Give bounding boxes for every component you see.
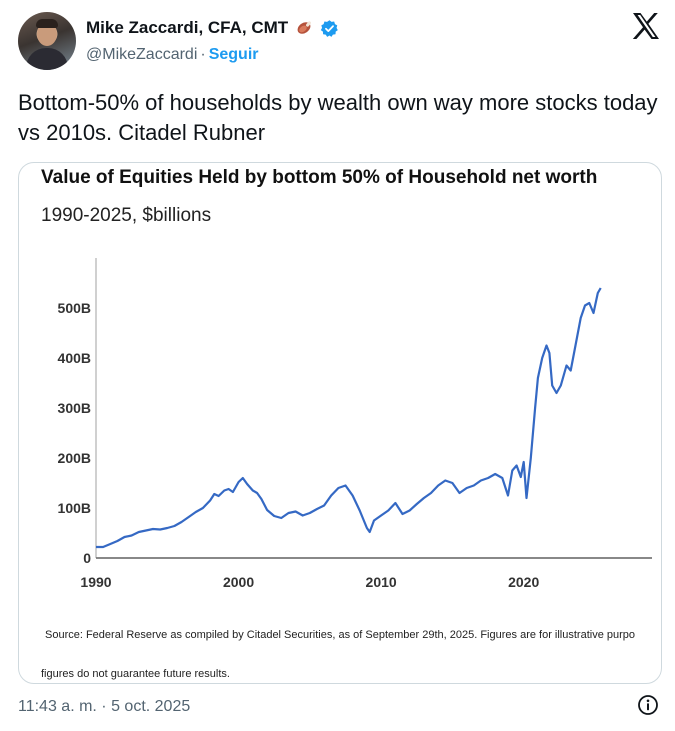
handle-row: @MikeZaccardi · Seguir [86,46,259,64]
meat-emoji-icon [297,21,312,34]
x-tick-label: 2020 [508,574,539,590]
author-handle[interactable]: @MikeZaccardi [86,46,198,63]
x-tick-label: 2010 [366,574,397,590]
chart-subtitle: 1990-2025, $billions [41,205,212,226]
tweet-header: Mike Zaccardi, CFA, CMT @MikeZaccardi · Se… [18,12,663,72]
verified-badge-icon[interactable] [320,19,339,38]
y-tick-label: 100B [58,500,91,516]
author-name-row: Mike Zaccardi, CFA, CMT [86,18,339,38]
x-tick-label: 1990 [80,574,111,590]
y-tick-label: 0 [83,550,91,566]
y-tick-label: 400B [58,350,91,366]
y-tick-label: 500B [58,300,91,316]
y-tick-label: 200B [58,450,91,466]
tweet-text: Bottom-50% of households by wealth own w… [18,90,658,145]
y-tick-label: 300B [58,400,91,416]
tweet-timestamp[interactable]: 11:43 a. m. · 5 oct. 2025 [18,698,191,715]
info-icon[interactable] [637,694,659,716]
x-tick-label: 2000 [223,574,254,590]
handle-separator: · [200,46,206,63]
chart-source: Source: Federal Reserve as compiled by C… [45,629,636,641]
x-logo-icon[interactable] [631,12,661,40]
chart-image-card[interactable]: Value of Equities Held by bottom 50% of … [18,162,662,684]
follow-button[interactable]: Seguir [208,46,259,63]
avatar[interactable] [18,12,76,70]
chart-title: Value of Equities Held by bottom 50% of … [41,167,598,188]
chart-source-line2: figures do not guarantee future results. [41,668,230,680]
equities-line-chart: 0 100B 200B 300B 400B 500B 1990 2000 2010 2020 [58,258,652,590]
series-line [96,287,602,549]
author-name[interactable]: Mike Zaccardi, CFA, CMT [86,18,289,37]
